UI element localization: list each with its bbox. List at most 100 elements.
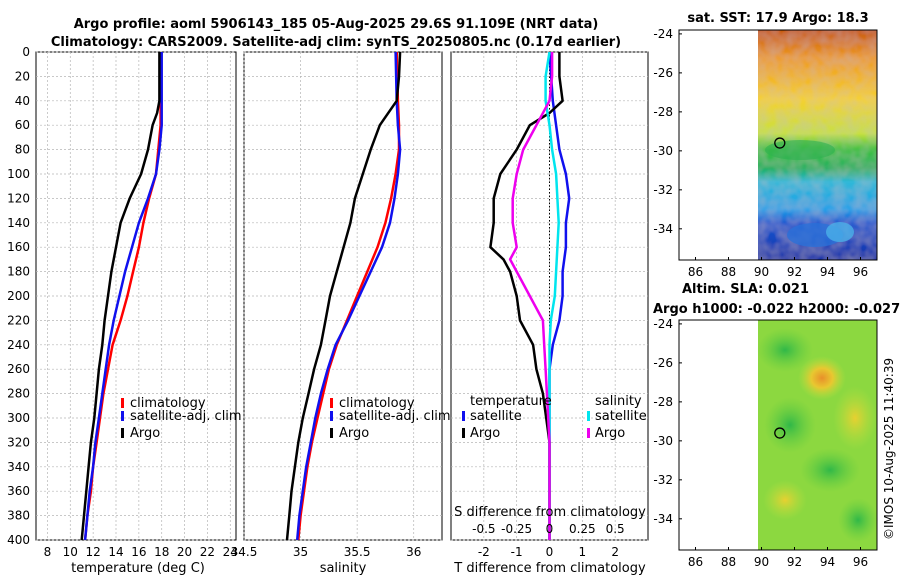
depth-tick-label: 160 — [7, 240, 30, 254]
depth-tick-label: 200 — [7, 289, 30, 303]
map-lat-label: -24 — [653, 317, 673, 331]
series-line-argo — [80, 52, 161, 540]
sla-map-ticks: 86 88 90 92 94 96 -24 -26 -28 -30 -32 -34 — [653, 317, 868, 569]
salinity-xticks: 34.5 35 35.5 36 — [231, 545, 422, 559]
legend-label-climatology: climatology — [339, 396, 415, 411]
series-line-satellite-adj-clim — [83, 52, 163, 540]
s-difference-label: S difference from climatology — [454, 505, 646, 520]
sst-map-border — [678, 29, 878, 261]
x-tick-label: 34.5 — [231, 545, 258, 559]
map-lat-label: -24 — [653, 27, 673, 41]
t-diff-tick-label: -2 — [478, 545, 490, 559]
depth-tick-label: 280 — [7, 387, 30, 401]
map-lat-label: -30 — [653, 144, 673, 158]
imos-watermark: ©IMOS 10-Aug-2025 11:40:39 — [882, 358, 896, 540]
depth-tick-label: 40 — [15, 94, 30, 108]
depth-tick-label: 0 — [22, 45, 30, 59]
x-tick-label: 16 — [131, 545, 146, 559]
sla-map-border — [678, 319, 878, 551]
map-lon-label: 94 — [820, 265, 835, 279]
legend-swatch-satellite — [330, 411, 333, 421]
sla-feature — [798, 356, 846, 400]
sla-feature — [833, 386, 877, 450]
sla-feature — [800, 448, 860, 492]
s-difference-ticks: -0.5 -0.25 0 0.25 0.5 — [472, 522, 625, 536]
x-tick-label: 35.5 — [344, 545, 371, 559]
difference-grid — [451, 51, 648, 541]
sla-feature — [838, 498, 878, 542]
legend-label-satellite: satellite-adj. clim — [339, 409, 451, 424]
sla-map-panel: Altim. SLA: 0.021 Argo h1000: -0.022 h20… — [653, 282, 900, 569]
map-lon-label: 88 — [721, 265, 736, 279]
difference-panel: -2 -1 0 1 2 S difference from climatology -0… — [450, 51, 649, 576]
x-tick-label: 24 — [223, 545, 238, 559]
s-diff-tick-label: -0.25 — [501, 522, 532, 536]
map-lon-label: 90 — [754, 265, 769, 279]
depth-tick-label: 120 — [7, 191, 30, 205]
legend-title-temperature: temperature — [470, 394, 552, 409]
x-tick-label: 20 — [177, 545, 192, 559]
legend-label-argo: Argo — [130, 426, 160, 441]
sla-feature — [757, 328, 813, 372]
argo-float-marker — [774, 137, 786, 149]
depth-tick-label: 180 — [7, 265, 30, 279]
map-lon-label: 94 — [820, 555, 835, 569]
map-lat-label: -26 — [653, 356, 673, 370]
legend-swatch-sal-satellite — [587, 411, 590, 421]
depth-tick-label: 400 — [7, 533, 30, 547]
depth-tick-label: 80 — [15, 143, 30, 157]
s-diff-tick-label: 0 — [546, 522, 554, 536]
legend-label-sal-satellite: satellite — [595, 409, 647, 424]
t-difference-xlabel: T difference from climatology — [453, 561, 646, 576]
series-line-satellite-adj-clim — [295, 52, 402, 540]
legend-swatch-temp-argo — [462, 428, 465, 438]
legend-label-argo: Argo — [339, 426, 369, 441]
legend-label-temp-satellite: satellite — [470, 409, 522, 424]
series-line-salinity-argo — [508, 52, 554, 540]
sst-map-panel: sat. SST: 17.9 Argo: 18.3 86 88 90 92 94 96 -2… — [653, 11, 878, 279]
depth-tick-label: 300 — [7, 411, 30, 425]
s-diff-tick-label: 0.5 — [606, 522, 625, 536]
legend-swatch-argo — [330, 428, 333, 438]
s-diff-tick-label: -0.5 — [472, 522, 495, 536]
map-lat-label: -32 — [653, 473, 673, 487]
sla-map-title-line2: Argo h1000: -0.022 h2000: -0.027 — [653, 302, 900, 317]
depth-tick-label: 380 — [7, 509, 30, 523]
x-tick-label: 35 — [293, 545, 308, 559]
t-diff-tick-label: -1 — [511, 545, 523, 559]
x-tick-label: 36 — [406, 545, 421, 559]
legend-swatch-satellite — [121, 411, 124, 421]
x-tick-label: 14 — [108, 545, 123, 559]
temperature-xlabel: temperature (deg C) — [71, 561, 205, 576]
difference-xticks: -2 -1 0 1 2 — [478, 545, 619, 559]
map-lat-label: -34 — [653, 512, 673, 526]
salinity-series — [285, 52, 402, 540]
salinity-xlabel: salinity — [320, 561, 367, 576]
figure-title-line1: Argo profile: aoml 5906143_185 05-Aug-20… — [74, 17, 599, 32]
salinity-legend: climatology satellite-adj. clim Argo — [330, 396, 451, 441]
map-lat-label: -32 — [653, 183, 673, 197]
legend-swatch-sal-argo — [587, 428, 590, 438]
depth-tick-label: 220 — [7, 313, 30, 327]
t-diff-tick-label: 2 — [611, 545, 619, 559]
depth-tick-label: 140 — [7, 216, 30, 230]
x-tick-label: 18 — [154, 545, 169, 559]
x-tick-label: 22 — [200, 545, 215, 559]
depth-ticks: 0 20 40 60 80 100 120 140 160 180 200 220 240 260 280 3… — [7, 45, 30, 547]
sla-map-title-line1: Altim. SLA: 0.021 — [682, 282, 809, 297]
legend-swatch-climatology — [121, 398, 124, 408]
difference-series — [489, 52, 571, 540]
depth-tick-label: 260 — [7, 362, 30, 376]
legend-swatch-climatology — [330, 398, 333, 408]
map-lon-label: 86 — [688, 555, 703, 569]
map-lat-label: -28 — [653, 105, 673, 119]
x-tick-label: 8 — [44, 545, 52, 559]
sla-heatmap — [757, 320, 878, 550]
sst-map-ticks: 86 88 90 92 94 96 -24 -26 -28 -30 -32 -34 — [653, 27, 868, 279]
map-lon-label: 90 — [754, 555, 769, 569]
temperature-legend: climatology satellite-adj. clim Argo — [121, 396, 242, 441]
temperature-series — [80, 52, 163, 540]
map-lon-label: 86 — [688, 265, 703, 279]
map-lon-label: 96 — [853, 555, 868, 569]
